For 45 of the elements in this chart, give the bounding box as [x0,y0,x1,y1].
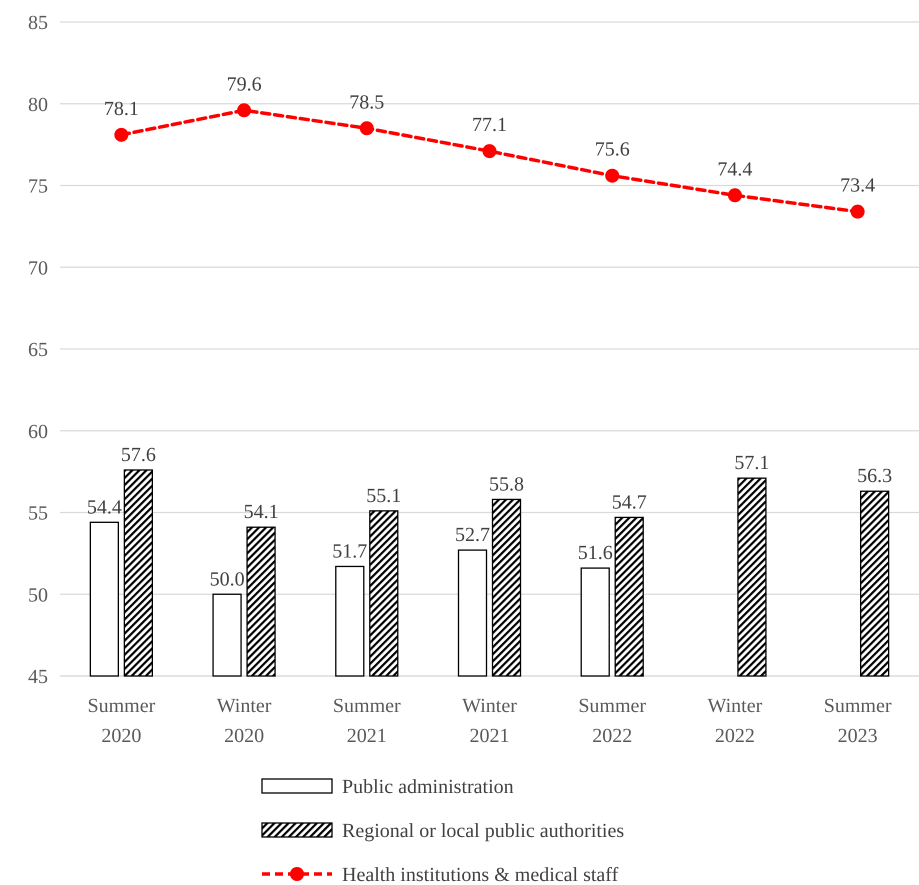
data-label: 55.1 [366,484,402,507]
x-tick-label: Summer 2020 [87,695,156,747]
data-label: 75.6 [594,138,630,161]
data-label: 56.3 [857,465,892,488]
point [237,103,252,118]
data-label: 50.0 [210,568,245,590]
point [728,188,742,202]
x-tick-label: Summer 2022 [578,695,646,747]
data-label: 74.4 [717,158,752,180]
y-tick-label: 65 [28,339,48,361]
x-tick-label: Winter 2022 [708,695,763,747]
data-label: 54.4 [86,496,122,518]
y-tick-label: 70 [28,257,48,280]
point [482,144,496,158]
y-tick-label: 75 [28,176,48,198]
data-label: 78.1 [104,98,139,120]
y-tick-label: 80 [28,94,48,116]
y-tick-label: 45 [28,666,48,688]
point [850,204,865,219]
data-label: 54.1 [244,501,279,524]
data-label: 57.1 [734,452,770,474]
data-label: 51.6 [578,542,613,564]
legend-label: Regional or local public authorities [342,820,624,842]
point [605,168,620,183]
data-label: 54.7 [612,491,647,514]
point [360,121,374,136]
data-label: 52.7 [455,524,490,546]
x-tick-label: Winter 2020 [216,695,272,747]
data-label: 55.8 [489,473,524,496]
data-label: 57.6 [120,444,156,466]
data-label: 77.1 [472,114,507,136]
y-tick-label: 55 [28,502,48,524]
legend-label: Public administration [342,776,514,798]
data-label: 73.4 [840,174,876,197]
point [114,128,128,142]
data-label: 78.5 [349,91,384,114]
data-label: 51.7 [332,540,368,562]
legend-label: Health institutions & medical staff [342,864,619,885]
x-tick-label: Winter 2021 [462,695,518,747]
x-tick-label: Summer 2021 [332,695,402,747]
y-tick-label: 85 [28,12,48,34]
y-tick-label: 50 [28,584,48,606]
y-tick-label: 60 [28,420,48,443]
x-tick-label: Summer 2023 [824,695,892,747]
data-label: 79.6 [226,73,262,96]
